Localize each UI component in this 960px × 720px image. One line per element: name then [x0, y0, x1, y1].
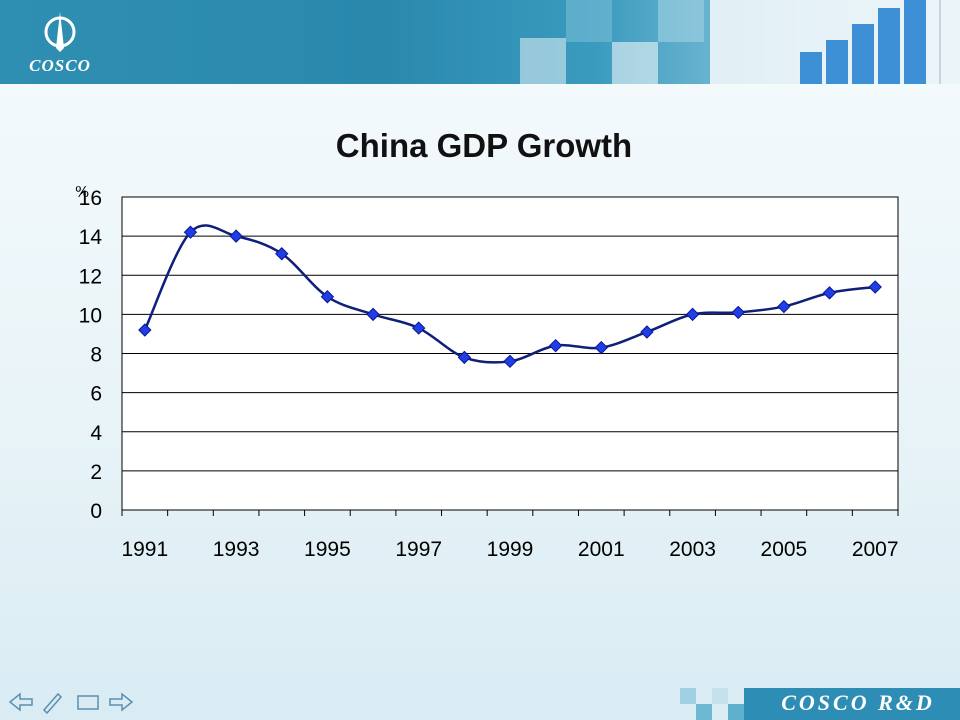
y-tick-label: 4	[90, 422, 102, 445]
data-point-marker	[138, 323, 152, 337]
y-tick-label: 10	[79, 304, 102, 327]
y-tick-label: 12	[79, 265, 102, 288]
y-unit-label: %	[75, 183, 89, 201]
logo-text: COSCO	[29, 56, 91, 75]
x-tick-label: 2001	[578, 538, 625, 561]
footer-brand-text: COSCO R&D	[781, 690, 935, 715]
y-tick-label: 14	[79, 226, 103, 249]
x-tick-label: 1997	[395, 538, 442, 561]
data-point-marker	[640, 325, 654, 339]
data-point-marker	[503, 354, 517, 369]
footer-navigation	[8, 692, 134, 714]
x-tick-label: 2003	[669, 538, 716, 561]
x-tick-label: 1993	[213, 538, 260, 561]
growth-bar-chart-banner-icon	[520, 0, 960, 84]
data-point-marker	[868, 280, 882, 294]
slide-header: COSCO	[0, 0, 960, 84]
data-point-marker	[777, 299, 791, 314]
x-tick-label: 1991	[121, 538, 168, 561]
x-tick-label: 1995	[304, 538, 351, 561]
data-point-marker	[183, 225, 198, 239]
data-point-marker	[731, 305, 745, 320]
data-point-marker	[548, 338, 563, 353]
data-point-marker	[822, 286, 837, 300]
gdp-line-chart: % 0 2 4 6 8 10 12 14 16 1991 1993 1995 1997 1999 2001 2…	[75, 183, 899, 561]
data-point-marker	[685, 307, 700, 322]
screen-icon[interactable]	[77, 695, 99, 710]
chart-title: China GDP Growth	[335, 127, 633, 164]
x-tick-label: 1999	[487, 538, 534, 561]
cosco-sail-logo-icon: COSCO	[18, 8, 102, 78]
arrow-left-icon[interactable]	[8, 692, 33, 712]
arrow-right-icon[interactable]	[109, 692, 134, 712]
y-tick-label: 6	[90, 383, 102, 406]
data-point-marker	[320, 290, 335, 304]
y-tick-label: 8	[90, 344, 102, 367]
data-point-marker	[275, 247, 289, 261]
data-point-marker	[457, 350, 472, 365]
data-point-marker	[411, 321, 426, 335]
y-tick-label: 0	[90, 500, 102, 523]
pen-icon[interactable]	[42, 692, 63, 714]
x-tick-label: 2007	[852, 538, 899, 561]
y-tick-label: 2	[90, 461, 102, 484]
data-point-marker	[594, 340, 609, 355]
data-point-marker	[366, 307, 380, 322]
data-point-marker	[229, 229, 243, 243]
footer-brand-band	[680, 688, 960, 720]
y-tick-label: 16	[79, 187, 102, 210]
x-tick-label: 2005	[761, 538, 808, 561]
